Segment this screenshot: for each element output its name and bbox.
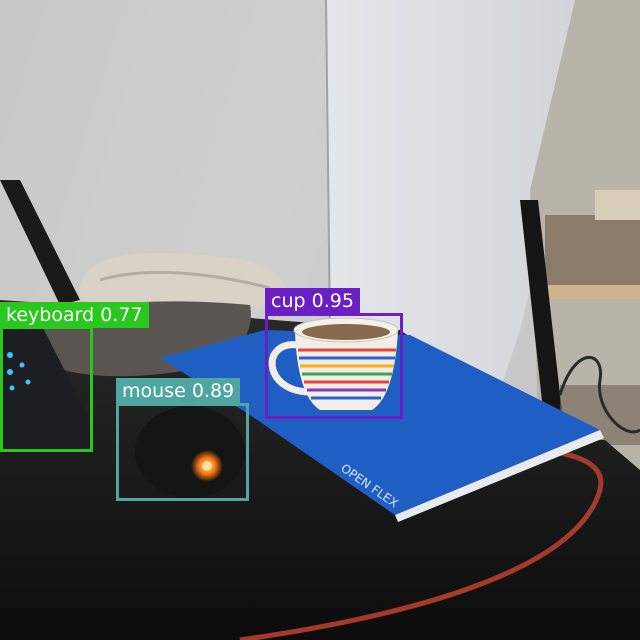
keyboard-class-label: keyboard — [6, 304, 95, 326]
cup-stripes — [298, 348, 396, 400]
shelf-box — [595, 190, 640, 220]
cup-score: 0.95 — [311, 290, 354, 312]
key-light — [7, 352, 13, 358]
keyboard-detection-label: keyboard 0.77 — [0, 302, 149, 328]
cup-class-label: cup — [271, 290, 306, 312]
keyboard — [0, 320, 95, 450]
keyboard-bounding-box — [0, 326, 93, 452]
towel-fold — [99, 270, 271, 290]
key-light — [9, 385, 15, 391]
key-light — [19, 362, 25, 368]
notebook — [160, 330, 600, 515]
cup-handle — [268, 341, 309, 396]
mouse-logo — [202, 461, 212, 471]
mouse-class-label: mouse — [122, 380, 186, 402]
monitor-stand — [0, 180, 80, 305]
mouse-detection-label: mouse 0.89 — [116, 378, 241, 404]
cup-coffee — [302, 324, 390, 340]
mouse-bounding-box — [116, 403, 249, 501]
keyboard-score: 0.77 — [100, 304, 143, 326]
cup-detection-label: cup 0.95 — [265, 288, 360, 314]
desk-mat-edge — [239, 447, 604, 640]
key-light — [25, 379, 31, 385]
shelf-board — [540, 285, 640, 299]
cable — [558, 355, 640, 434]
mouse-score: 0.89 — [191, 380, 235, 402]
cup-bounding-box — [265, 313, 403, 419]
key-light — [7, 369, 13, 375]
door-edge — [325, 0, 331, 331]
shelf-items — [545, 215, 640, 285]
open-door — [326, 0, 575, 390]
towel — [80, 253, 286, 309]
notebook-edge — [395, 430, 604, 522]
